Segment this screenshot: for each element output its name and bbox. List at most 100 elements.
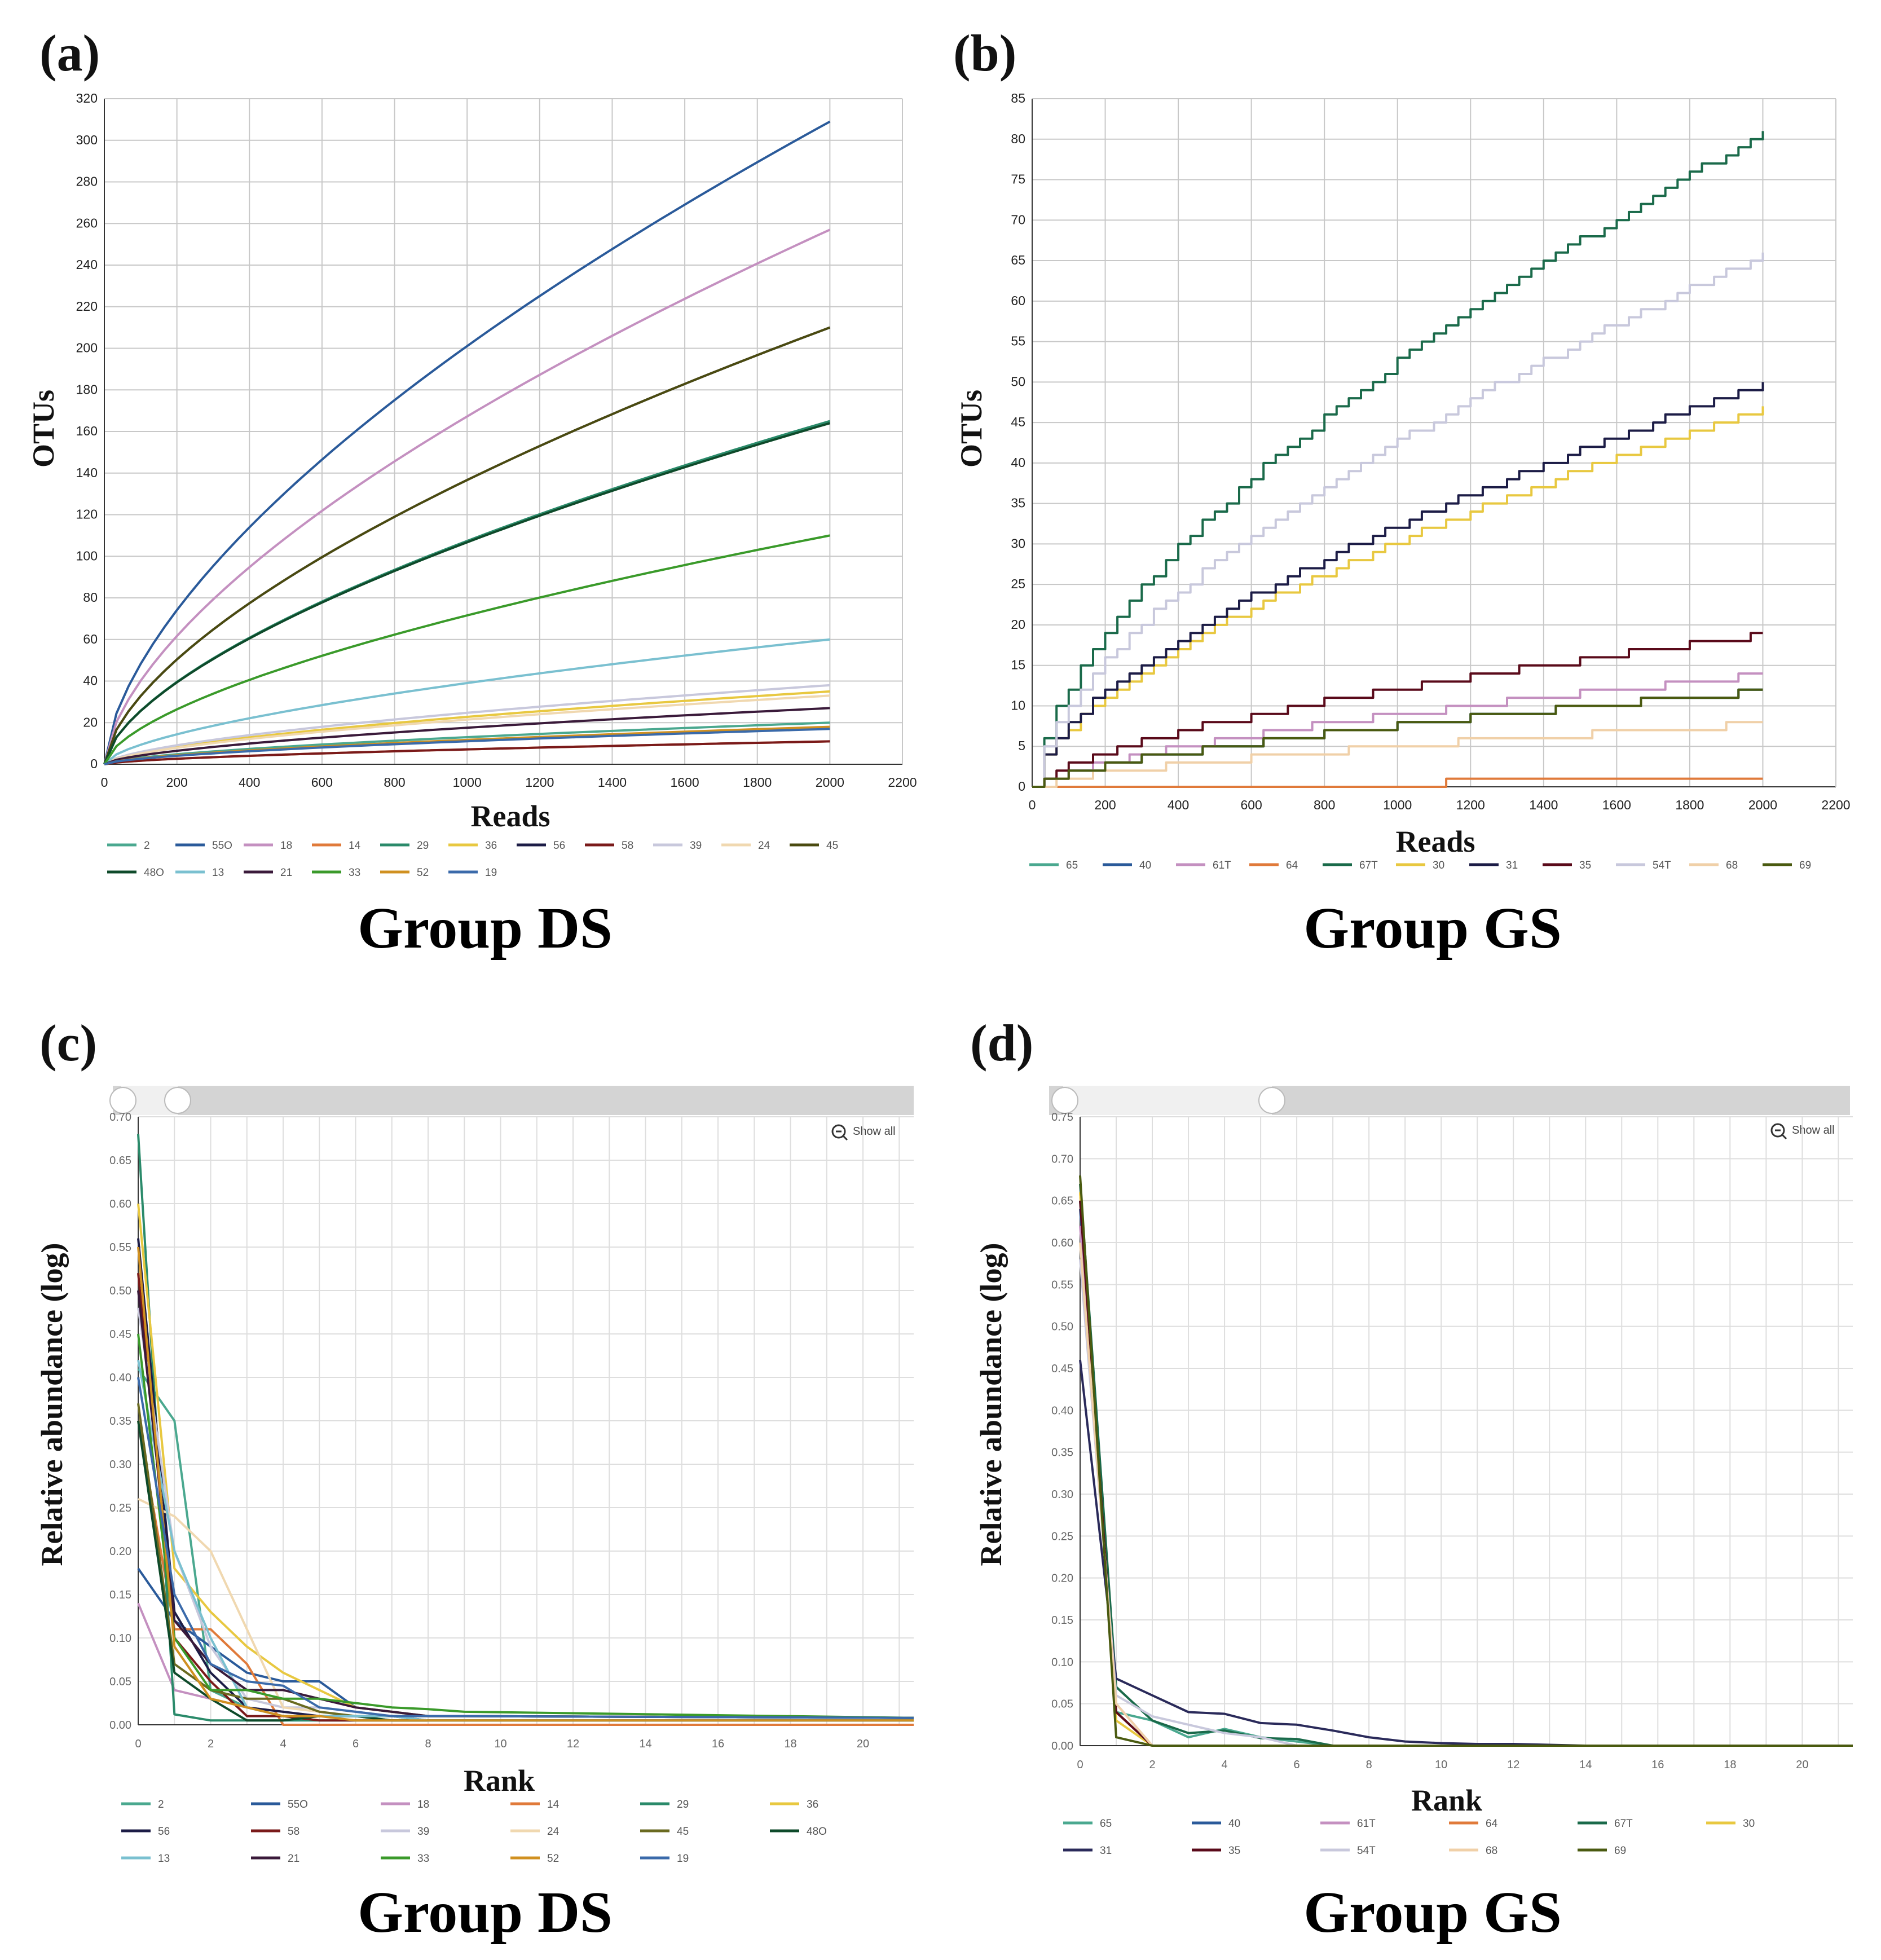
legend-item-52[interactable]: 52 [510,1853,559,1865]
legend-item-55O[interactable]: 55O [251,1799,308,1811]
x-tick-label: 12 [567,1738,579,1750]
legend-label: 52 [547,1853,559,1865]
legend-label: 52 [417,867,429,879]
legend-item-30[interactable]: 30 [1706,1818,1755,1830]
legend-item-61T[interactable]: 61T [1320,1818,1376,1830]
legend-item-61T[interactable]: 61T [1176,860,1231,871]
y-tick-label: 80 [83,590,98,605]
series-line-2 [137,1368,914,1722]
x-tick-label: 0 [135,1738,141,1750]
legend-label: 40 [1139,860,1151,871]
series-line-35 [1079,1200,1853,1747]
legend-item-24[interactable]: 24 [721,840,770,852]
y-tick-label: 60 [83,632,98,646]
legend-item-64[interactable]: 64 [1449,1818,1498,1830]
legend-item-54T[interactable]: 54T [1616,860,1671,871]
legend-item-69[interactable]: 69 [1578,1845,1626,1857]
legend-item-14[interactable]: 14 [312,840,361,852]
legend-item-64[interactable]: 64 [1249,860,1298,871]
x-tick-label: 400 [239,775,260,790]
legend-item-13[interactable]: 13 [175,867,224,879]
series-line-18 [137,1602,914,1722]
legend-item-52[interactable]: 52 [380,867,429,879]
slider-handle-left-c[interactable] [109,1087,136,1114]
series-line-69 [1032,688,1763,788]
y-tick-label: 55 [1011,334,1025,349]
legend-item-56[interactable]: 56 [121,1826,170,1838]
legend-item-19[interactable]: 19 [448,867,497,879]
legend-label: 2 [158,1799,164,1811]
x-tick-label: 1600 [671,775,699,790]
legend-item-35[interactable]: 35 [1543,860,1591,871]
slider-handle-right-d[interactable] [1258,1087,1285,1114]
legend-item-65[interactable]: 65 [1029,860,1078,871]
y-tick-label: 0.10 [1051,1656,1073,1668]
legend-item-2[interactable]: 2 [107,840,150,852]
legend-item-36[interactable]: 36 [770,1799,818,1811]
legend-item-33[interactable]: 33 [381,1853,429,1865]
legend-item-48O[interactable]: 48O [770,1826,827,1838]
legend-item-45[interactable]: 45 [640,1826,689,1838]
x-tick-label: 1200 [1456,798,1485,812]
y-tick-label: 20 [1011,617,1025,632]
series-line-30 [1079,1192,1853,1747]
y-tick-label: 0.70 [109,1111,131,1124]
legend-item-40[interactable]: 40 [1103,860,1151,871]
series-line-64 [1032,777,1763,788]
legend-item-69[interactable]: 69 [1763,860,1811,871]
legend-item-48O[interactable]: 48O [107,867,164,879]
legend-item-56[interactable]: 56 [517,840,565,852]
legend-item-13[interactable]: 13 [121,1853,170,1865]
legend-item-58[interactable]: 58 [585,840,633,852]
legend-item-21[interactable]: 21 [251,1853,299,1865]
legend-label: 48O [144,867,164,879]
legend-item-18[interactable]: 18 [381,1799,429,1811]
show-all-button-c[interactable]: Show all [831,1124,896,1141]
legend-label: 24 [547,1826,560,1838]
legend-item-30[interactable]: 30 [1396,860,1444,871]
x-tick-label: 0 [1029,798,1036,812]
x-tick-label: 1400 [1529,798,1558,812]
legend-item-39[interactable]: 39 [381,1826,429,1838]
legend-item-68[interactable]: 68 [1689,860,1738,871]
legend-item-55O[interactable]: 55O [175,840,232,852]
legend-item-45[interactable]: 45 [790,840,838,852]
legend-item-36[interactable]: 36 [448,840,497,852]
legend-item-29[interactable]: 29 [380,840,429,852]
legend-item-40[interactable]: 40 [1192,1818,1240,1830]
legend-item-33[interactable]: 33 [312,867,360,879]
legend-item-21[interactable]: 21 [244,867,292,879]
legend-label: 29 [677,1799,689,1811]
legend-item-18[interactable]: 18 [244,840,292,852]
x-tick-label: 1000 [453,775,482,790]
legend-item-35[interactable]: 35 [1192,1845,1240,1857]
show-all-button-d[interactable]: Show all [1770,1123,1835,1140]
legend-item-39[interactable]: 39 [653,840,702,852]
legend-label: 56 [158,1826,170,1838]
legend-item-67T[interactable]: 67T [1578,1818,1633,1830]
legend-item-14[interactable]: 14 [510,1799,560,1811]
legend-label: 64 [1486,1818,1498,1830]
legend-item-31[interactable]: 31 [1063,1845,1112,1857]
slider-window-d[interactable] [1063,1086,1272,1115]
legend-label: 68 [1486,1845,1497,1857]
slider-handle-right-c[interactable] [164,1087,191,1114]
series-line-30 [1032,406,1764,788]
legend-item-29[interactable]: 29 [640,1799,689,1811]
legend-item-65[interactable]: 65 [1063,1818,1112,1830]
legend-label: 69 [1614,1845,1626,1857]
legend-item-19[interactable]: 19 [640,1853,689,1865]
legend-item-2[interactable]: 2 [121,1799,164,1811]
legend-item-31[interactable]: 31 [1469,860,1518,871]
range-slider-d[interactable] [1049,1086,1850,1115]
slider-handle-left-d[interactable] [1051,1087,1078,1114]
panel-label-c: (c) [39,1014,97,1072]
range-slider-c[interactable] [109,1086,914,1115]
legend-item-67T[interactable]: 67T [1323,860,1378,871]
series-line-68 [1032,721,1763,788]
legend-item-58[interactable]: 58 [251,1826,299,1838]
legend-item-68[interactable]: 68 [1449,1845,1497,1857]
legend-item-54T[interactable]: 54T [1320,1845,1376,1857]
legend-label: 39 [690,840,702,852]
legend-item-24[interactable]: 24 [510,1826,560,1838]
